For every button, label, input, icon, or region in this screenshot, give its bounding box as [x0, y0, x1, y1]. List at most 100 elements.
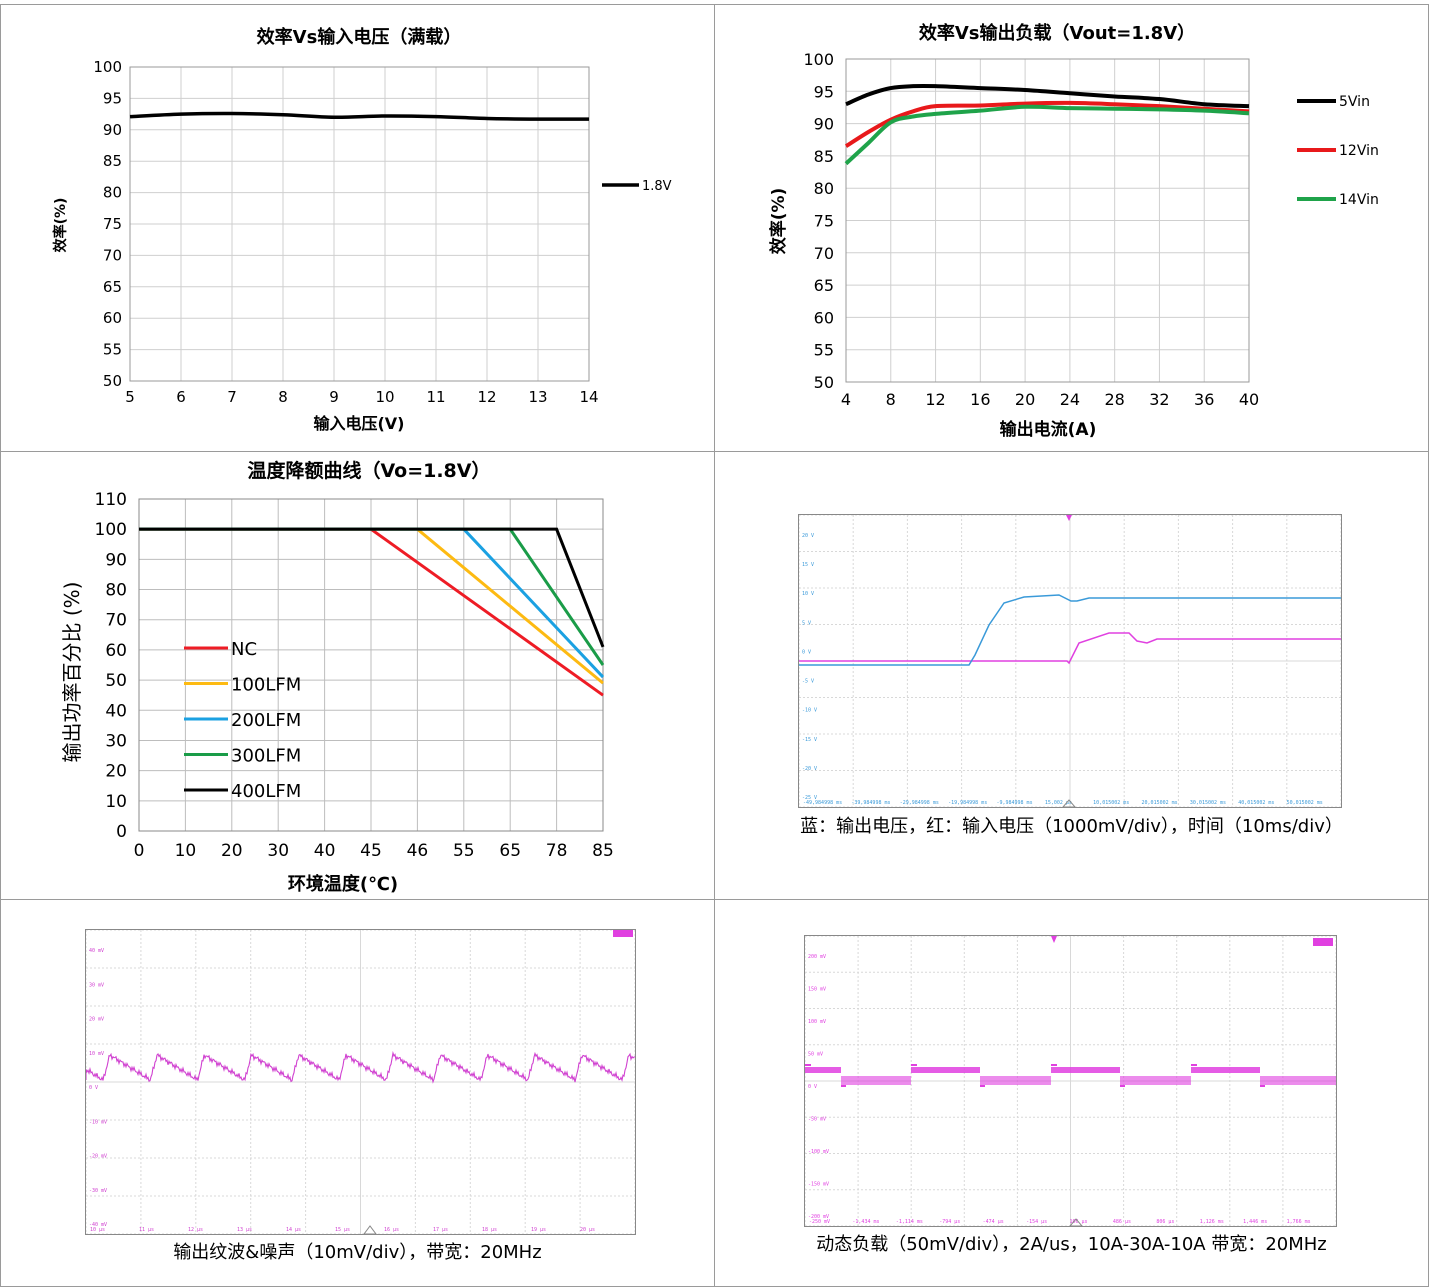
scope-x-label: -250 mV: [809, 1219, 830, 1225]
scope-y-label: -40 mV: [89, 1222, 107, 1228]
x-tick-label: 85: [592, 841, 614, 861]
scope-x-label: 12 µs: [188, 1227, 203, 1233]
scope-x-label: 13 µs: [237, 1227, 252, 1233]
x-tick-label: 9: [329, 388, 339, 406]
scope-x-label: -29,984998 ms: [900, 800, 939, 806]
scope-x-label: 806 µs: [1156, 1219, 1174, 1225]
scope-x-label: 17 µs: [433, 1227, 448, 1233]
x-axis-label: 环境温度(℃): [288, 873, 398, 895]
scope-screen-startup: 20 V 15 V 10 V 5 V 0 V -5 V -10 V -15 V -20 V -25…: [798, 514, 1342, 808]
scope-x-label: 1,446 ms: [1243, 1219, 1267, 1225]
scope-y-label: -10 mV: [89, 1119, 107, 1125]
y-tick-label: 85: [103, 152, 122, 170]
y-tick-label: 90: [105, 550, 127, 570]
y-tick-label: 60: [103, 309, 122, 327]
scope-trace-ripple: 40 mV 30 mV 20 mV 10 mV 0 V -10 mV -20 mV -30 m…: [86, 930, 635, 1234]
x-tick-label: 6: [176, 388, 186, 406]
scope-y-label: -20 V: [802, 766, 817, 772]
x-tick-label: 45: [360, 841, 382, 861]
scope-y-label: 20 V: [802, 533, 814, 539]
scope-y-label: 5 V: [802, 620, 811, 626]
x-tick-label: 40: [1239, 390, 1259, 409]
x-tick-label: 13: [528, 388, 547, 406]
transient-trace-high: [1191, 1067, 1260, 1073]
scope-screen-transient: 200 mV 150 mV 100 mV 50 mV 0 V -50 mV -100 mV -…: [804, 935, 1337, 1227]
x-tick-label: 20: [1015, 390, 1035, 409]
scope-x-label: 30,015002 ms: [1190, 800, 1226, 806]
y-tick-label: 80: [814, 179, 834, 198]
legend-label: 400LFM: [231, 781, 301, 802]
scope-y-label: 15 V: [802, 562, 814, 568]
x-axis-label: 输入电压(V): [313, 414, 404, 433]
channel-marker-icon: [613, 930, 633, 937]
y-tick-label: 75: [814, 212, 834, 231]
y-tick-label: 20: [105, 762, 127, 782]
scope-y-label: 200 mV: [808, 954, 826, 960]
y-tick-label: 40: [105, 701, 127, 721]
scope-y-label: -150 mV: [808, 1182, 829, 1188]
channel-marker-icon: [1313, 938, 1333, 946]
time-origin-marker-icon: [1069, 1218, 1083, 1226]
scope-y-label: 0 V: [808, 1084, 817, 1090]
scope-x-label: 16 µs: [384, 1227, 399, 1233]
y-tick-label: 50: [103, 372, 122, 390]
scope-x-label: 50,015002 ms: [1287, 800, 1323, 806]
scope-y-label: -30 mV: [89, 1188, 107, 1194]
y-tick-label: 55: [814, 341, 834, 360]
transient-trace-low: [980, 1076, 1051, 1085]
scope-y-label: 30 mV: [89, 982, 104, 988]
x-tick-label: 55: [453, 841, 475, 861]
scope-y-label: -10 V: [802, 708, 817, 714]
scope-x-label: -9,984998 ms: [996, 800, 1032, 806]
transient-trace-high: [805, 1067, 841, 1073]
y-tick-label: 110: [95, 490, 127, 510]
transient-trace-high: [1051, 1067, 1120, 1073]
panel-startup-waveform: 20 V 15 V 10 V 5 V 0 V -5 V -10 V -15 V -20 V -25…: [714, 451, 1429, 900]
legend-label: 1.8V: [642, 179, 672, 194]
scope-x-label: 15,002 µs: [1045, 800, 1072, 806]
y-tick-label: 85: [814, 147, 834, 166]
y-tick-label: 90: [103, 121, 122, 139]
y-tick-label: 100: [803, 50, 834, 69]
startup-caption: 蓝：输出电压，红：输入电压（1000mV/div），时间（10ms/div）: [800, 816, 1343, 837]
y-axis-label: 输出功率百分比 (%): [60, 582, 84, 763]
x-tick-label: 28: [1104, 390, 1124, 409]
output-voltage-trace: [799, 594, 1341, 666]
y-tick-label: 80: [105, 581, 127, 601]
y-tick-label: 75: [103, 215, 122, 233]
x-tick-label: 8: [886, 390, 896, 409]
scope-x-label: 19 µs: [531, 1227, 546, 1233]
scope-y-label: -5 V: [802, 679, 814, 685]
scope-x-label: 20 µs: [580, 1227, 595, 1233]
y-tick-label: 60: [814, 308, 834, 327]
y-tick-label: 50: [814, 373, 834, 392]
x-tick-label: 7: [227, 388, 237, 406]
x-axis-label: 输出电流(A): [1000, 419, 1097, 440]
x-tick-label: 16: [970, 390, 990, 409]
x-tick-label: 10: [175, 841, 197, 861]
y-axis-label: 效率(%): [768, 188, 789, 255]
scope-x-label: 15 µs: [335, 1227, 350, 1233]
legend-label: 12Vin: [1339, 143, 1379, 159]
x-tick-label: 78: [546, 841, 568, 861]
x-tick-label: 12: [925, 390, 945, 409]
scope-x-label: 14 µs: [286, 1227, 301, 1233]
legend-label: NC: [231, 639, 257, 660]
y-tick-label: 70: [103, 246, 122, 264]
y-tick-label: 100: [95, 520, 127, 540]
series-line-400LFM: [139, 527, 605, 648]
scope-x-label: -154 µs: [1026, 1219, 1047, 1225]
y-tick-label: 30: [105, 731, 127, 751]
scope-y-label: 0 V: [89, 1085, 98, 1091]
x-tick-label: 8: [278, 388, 288, 406]
y-tick-label: 70: [814, 244, 834, 263]
ripple-trace: [86, 1050, 635, 1084]
x-tick-label: 12: [477, 388, 496, 406]
y-tick-label: 0: [116, 822, 127, 842]
x-tick-label: 20: [221, 841, 243, 861]
y-tick-label: 100: [93, 58, 122, 76]
panel-ripple-waveform: 40 mV 30 mV 20 mV 10 mV 0 V -10 mV -20 mV -30 m…: [0, 899, 715, 1287]
series-line-1.8V: [129, 111, 590, 121]
chart-title: 温度降额曲线（Vo=1.8V）: [247, 459, 490, 482]
scope-x-label: 1,126 ms: [1200, 1219, 1224, 1225]
